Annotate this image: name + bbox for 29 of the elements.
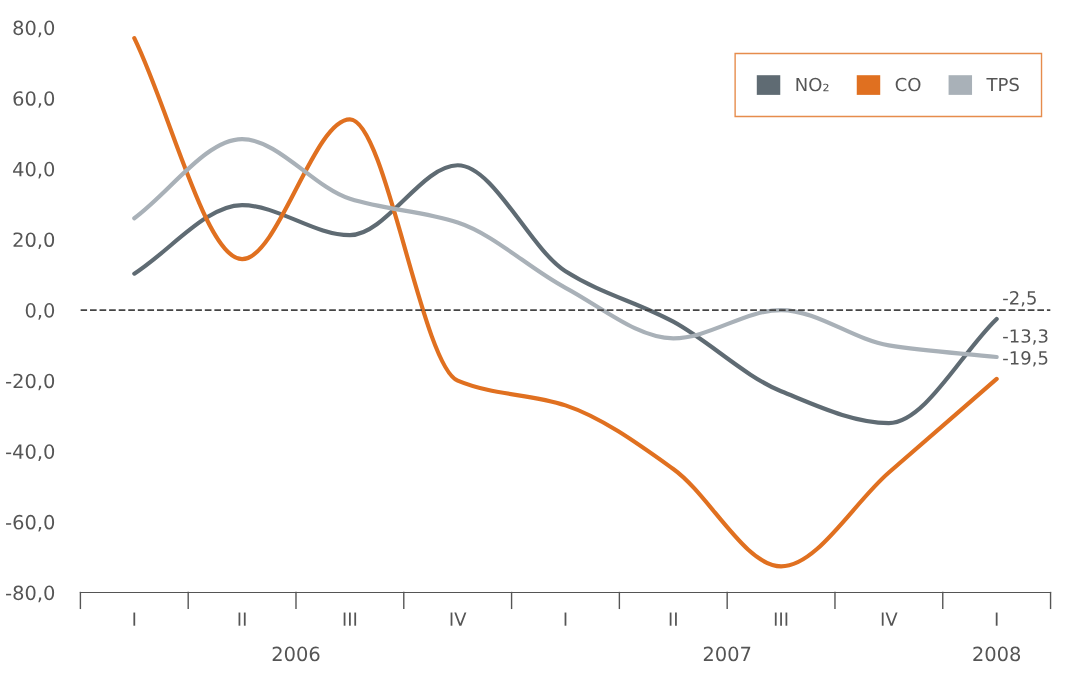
text: 2006 <box>272 646 320 662</box>
y-tick-label: -60,0 <box>6 514 55 532</box>
x-tick-label: I <box>133 612 136 626</box>
line-series <box>132 137 999 360</box>
y-tick-label: 80,0 <box>13 20 55 38</box>
data-label: -13,3 <box>1003 329 1048 345</box>
line-series <box>132 163 999 426</box>
text: 2008 <box>973 646 1021 662</box>
x-tick-label: IV <box>450 612 467 626</box>
legend-label: TPS <box>986 77 1019 92</box>
legend-label: NO₂ <box>796 77 829 92</box>
x-tick-label: IV <box>881 612 898 626</box>
y-tick-label: -20,0 <box>6 373 55 391</box>
x-tick-label: I <box>564 612 567 626</box>
data-label: -19,5 <box>1003 351 1048 367</box>
legend-label: CO <box>895 77 921 92</box>
y-tick-label: 60,0 <box>13 91 55 108</box>
y-tick-label: -80,0 <box>6 585 55 603</box>
y-tick-label: 0,0 <box>25 303 55 320</box>
text: 2007 <box>703 646 751 662</box>
x-tick-label: II <box>238 612 246 626</box>
y-tick-label: 40,0 <box>13 161 55 179</box>
y-tick-label: -40,0 <box>6 444 55 461</box>
x-tick-label: III <box>774 612 788 626</box>
x-tick-label: III <box>343 612 357 626</box>
x-tick-label: II <box>669 612 677 626</box>
data-label: -2,5 <box>1003 291 1036 307</box>
y-tick-label: 20,0 <box>13 232 55 250</box>
x-tick-label: I <box>995 612 998 626</box>
